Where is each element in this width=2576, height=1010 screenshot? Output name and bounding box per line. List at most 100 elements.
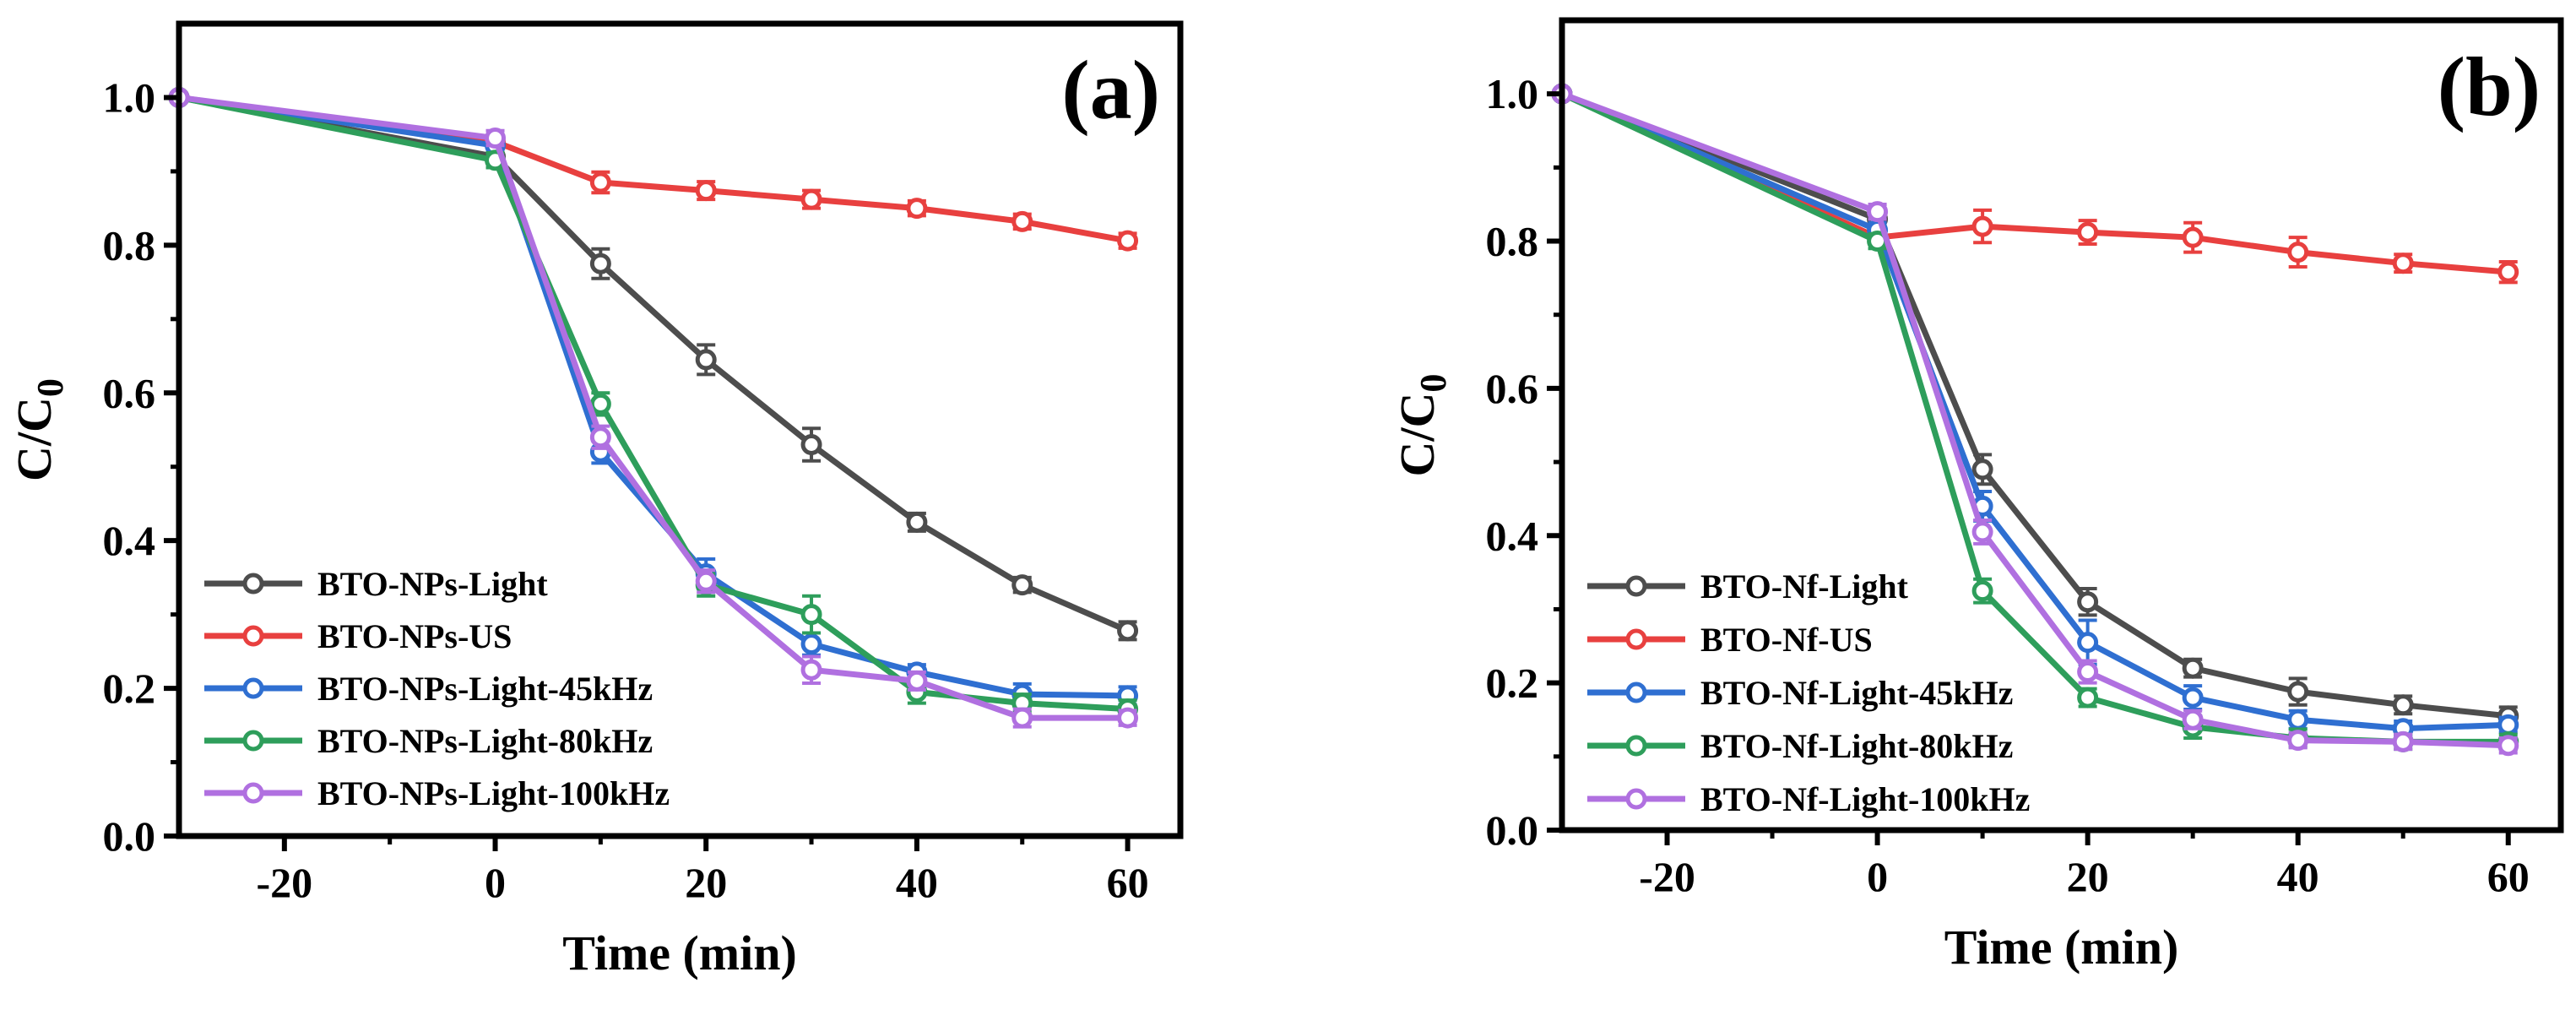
legend-label: BTO-NPs-Light-80kHz (317, 722, 653, 760)
legend-label: BTO-NPs-Light-100kHz (317, 774, 670, 812)
data-point (2077, 591, 2099, 613)
data-point (2287, 242, 2309, 263)
legend-label: BTO-Nf-Light-80kHz (1700, 727, 2013, 765)
series-line (178, 94, 1129, 244)
y-tick-label: 0.4 (103, 517, 156, 564)
data-point (1117, 620, 1139, 642)
legend-item: BTO-NPs-Light-45kHz (204, 670, 653, 708)
data-point (1011, 210, 1033, 232)
data-point (2287, 681, 2309, 703)
series-line (178, 95, 1129, 634)
data-point (2182, 657, 2204, 679)
legend-item: BTO-Nf-Light-80kHz (1587, 727, 2013, 765)
x-tick-label: 0 (1867, 853, 1888, 900)
legend-label: BTO-Nf-Light (1700, 567, 1909, 605)
x-axis-ticks: -20 0 20 40 60 (257, 836, 1149, 906)
data-point (695, 349, 717, 371)
legend-swatch-marker (1625, 735, 1647, 757)
data-point (589, 252, 611, 274)
series-BTO-Nf-Light-100kHz (1551, 83, 2519, 757)
y-tick-label: 1.0 (103, 73, 156, 121)
data-point (695, 180, 717, 202)
series-BTO-NPs-Light-100kHz (168, 86, 1139, 729)
legend-label: BTO-NPs-Light (317, 565, 548, 603)
y-tick-label: 0.0 (1486, 806, 1539, 854)
x-tick-label: -20 (257, 859, 313, 906)
data-point (2392, 694, 2414, 716)
y-tick-label: 0.0 (103, 812, 156, 860)
y-tick-label: 0.4 (1486, 512, 1539, 559)
series-line (1560, 90, 2508, 732)
legend-item: BTO-NPs-Light-80kHz (204, 722, 653, 760)
chart-panel-b: -20 0 20 40 60 0.0 0.2 0.4 0.6 0.8 1.0 (b) Time (… (1390, 17, 2564, 975)
data-point (800, 659, 822, 681)
y-axis-ticks: 0.0 0.2 0.4 0.6 0.8 1.0 (103, 73, 179, 860)
legend-swatch-marker (1625, 628, 1647, 650)
data-point (2182, 709, 2204, 730)
series-line (178, 94, 1128, 721)
data-point (2392, 730, 2414, 752)
series-BTO-Nf-Light-45kHz (1551, 83, 2519, 740)
panel-label: (b) (2438, 40, 2541, 133)
legend-label: BTO-NPs-US (317, 617, 512, 655)
x-axis-ticks: -20 0 20 40 60 (1639, 830, 2530, 900)
data-point (2497, 714, 2519, 736)
x-axis-title: Time (min) (1944, 920, 2179, 975)
panel-label: (a) (1061, 43, 1160, 137)
chart-panel-a: -20 0 20 40 60 0.0 0.2 0.4 0.6 0.8 1.0 (a) Time (… (7, 20, 1184, 980)
y-axis-title-main: C/C (7, 397, 62, 481)
legend-item: BTO-NPs-Light (204, 565, 548, 603)
series-line (1560, 90, 2508, 749)
data-point (1971, 521, 1993, 543)
plot-frame (1559, 17, 2564, 834)
legend: BTO-NPs-Light BTO-NPs-US BTO-NPs-Light-45k… (204, 565, 670, 812)
legend-swatch-marker (242, 573, 264, 595)
data-point (2392, 252, 2414, 274)
data-point (1011, 574, 1033, 596)
series-BTO-Nf-Light-80kHz (1551, 83, 2519, 752)
data-point (2077, 661, 2099, 683)
data-point (1117, 230, 1139, 252)
data-point (1867, 201, 1889, 223)
data-point (2077, 687, 2099, 709)
data-point (1971, 459, 1993, 481)
data-point (2182, 226, 2204, 248)
y-axis-ticks: 0.0 0.2 0.4 0.6 0.8 1.0 (1486, 70, 1562, 854)
data-point (1011, 707, 1033, 729)
x-tick-label: 40 (896, 859, 938, 906)
x-tick-label: 20 (2067, 853, 2109, 900)
plot-area (1551, 83, 2519, 757)
data-point (2497, 735, 2519, 757)
data-point (1971, 215, 1993, 237)
legend-label: BTO-Nf-Light-100kHz (1700, 780, 2030, 818)
legend-label: BTO-NPs-Light-45kHz (317, 670, 653, 708)
legend-label: BTO-Nf-US (1700, 621, 1873, 659)
series-BTO-NPs-Light (168, 86, 1139, 642)
legend-swatch-marker (1625, 788, 1647, 810)
data-point (2287, 709, 2309, 730)
y-axis-title-subscript: 0 (30, 378, 71, 397)
legend-item: BTO-Nf-Light (1587, 567, 1909, 605)
series-BTO-NPs-Light-45kHz (168, 86, 1139, 707)
legend-swatch-marker (1625, 681, 1647, 703)
y-tick-label: 0.8 (1486, 218, 1539, 265)
legend-label: BTO-Nf-Light-45kHz (1700, 674, 2013, 712)
data-point (589, 426, 611, 448)
x-tick-label: 60 (1107, 859, 1149, 906)
x-tick-label: 20 (685, 859, 727, 906)
data-point (906, 511, 928, 533)
legend-swatch-marker (242, 677, 264, 699)
data-point (800, 188, 822, 210)
legend-swatch-marker (242, 730, 264, 752)
y-axis-title-subscript: 0 (1413, 374, 1454, 393)
y-tick-label: 1.0 (1486, 70, 1539, 117)
x-tick-label: -20 (1639, 853, 1695, 900)
y-tick-label: 0.2 (1486, 660, 1539, 707)
series-line (178, 95, 1128, 713)
data-point (2182, 687, 2204, 709)
data-point (695, 570, 717, 592)
legend-item: BTO-NPs-Light-100kHz (204, 774, 670, 812)
data-point (800, 433, 822, 455)
y-axis-title: C/C0 (7, 378, 71, 481)
